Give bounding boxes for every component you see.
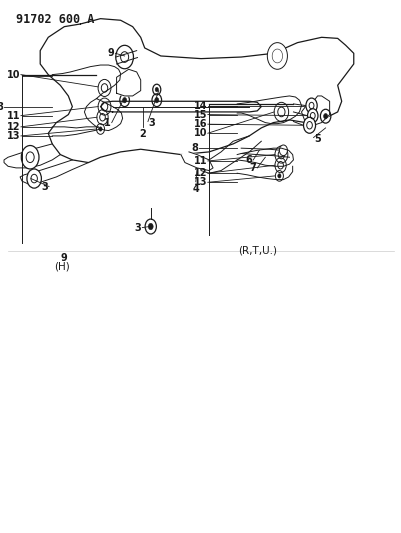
Circle shape <box>277 174 280 178</box>
Text: 1: 1 <box>103 118 110 127</box>
Text: 11: 11 <box>193 156 207 166</box>
Text: 4: 4 <box>192 184 198 194</box>
Text: 2: 2 <box>139 129 146 139</box>
Circle shape <box>155 87 158 92</box>
Circle shape <box>323 114 327 119</box>
Text: 11: 11 <box>6 111 20 120</box>
Text: 8: 8 <box>0 102 3 111</box>
Text: 12: 12 <box>6 122 20 132</box>
Circle shape <box>307 109 317 123</box>
Circle shape <box>279 145 287 156</box>
Text: 13: 13 <box>6 131 20 141</box>
Circle shape <box>305 98 316 113</box>
Text: 91702 600 A: 91702 600 A <box>16 13 94 26</box>
Text: (H): (H) <box>54 261 70 271</box>
Text: 7: 7 <box>249 163 256 173</box>
Text: 15: 15 <box>193 110 207 119</box>
Polygon shape <box>116 69 140 96</box>
Circle shape <box>99 127 102 131</box>
Text: 3: 3 <box>41 182 48 191</box>
Text: 8: 8 <box>190 143 197 153</box>
Circle shape <box>154 98 158 103</box>
Polygon shape <box>40 19 353 163</box>
Circle shape <box>303 117 315 133</box>
Text: 10: 10 <box>193 128 207 138</box>
Polygon shape <box>180 152 213 171</box>
Circle shape <box>267 43 287 69</box>
Text: 3: 3 <box>148 118 155 127</box>
Text: 9: 9 <box>61 253 67 263</box>
Text: 5: 5 <box>314 134 320 143</box>
Text: (R,T,U.): (R,T,U.) <box>237 245 276 255</box>
Circle shape <box>122 98 126 103</box>
Text: 6: 6 <box>245 155 252 165</box>
Text: 16: 16 <box>193 119 207 129</box>
Polygon shape <box>4 144 60 168</box>
Polygon shape <box>100 101 261 112</box>
Circle shape <box>33 177 35 180</box>
Polygon shape <box>301 96 329 125</box>
Circle shape <box>21 146 39 169</box>
Circle shape <box>115 45 133 69</box>
Text: 3: 3 <box>134 223 141 232</box>
Circle shape <box>27 169 41 188</box>
Text: 14: 14 <box>193 101 207 110</box>
Circle shape <box>148 223 153 230</box>
Text: 12: 12 <box>193 168 207 178</box>
Text: 10: 10 <box>6 70 20 79</box>
Text: 13: 13 <box>193 177 207 187</box>
Text: 9: 9 <box>107 49 114 58</box>
